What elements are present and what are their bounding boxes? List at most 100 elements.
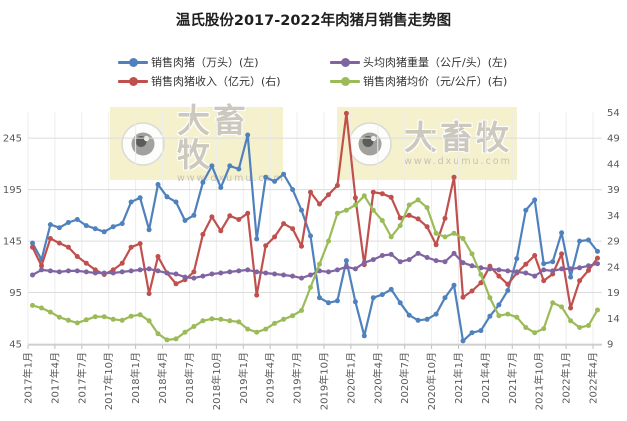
- series-point: [30, 240, 35, 246]
- legend-item-avg-price: 销售肉猪均价（元/公斤）(右): [330, 74, 507, 88]
- series-point: [290, 273, 296, 279]
- series-point: [424, 316, 430, 322]
- series-point: [101, 229, 107, 235]
- series-point: [200, 273, 206, 279]
- series-point: [272, 320, 278, 326]
- legend-item-sales-volume: 销售肉猪（万头）(左): [118, 55, 259, 69]
- series-point: [505, 268, 511, 274]
- series-point: [263, 174, 269, 180]
- series-point: [406, 202, 412, 208]
- series-point: [155, 254, 161, 259]
- series-point: [532, 273, 538, 279]
- series-point: [164, 194, 170, 200]
- series-point: [586, 267, 591, 273]
- series-point: [92, 226, 98, 232]
- series-point: [39, 267, 44, 273]
- series-point: [469, 330, 475, 336]
- series-point: [352, 202, 358, 208]
- series-point: [334, 267, 340, 273]
- series-point: [334, 298, 340, 304]
- x-axis-label: 2021年10月: [533, 352, 546, 410]
- series-point: [30, 302, 35, 308]
- series-point: [110, 316, 116, 322]
- series-point: [236, 268, 242, 274]
- series-point: [532, 253, 538, 258]
- series-point: [343, 207, 349, 213]
- series-point: [487, 313, 493, 319]
- series-point: [74, 320, 80, 326]
- series-point: [236, 217, 242, 222]
- series-point: [388, 251, 394, 257]
- series-point: [370, 207, 376, 213]
- watermark-brand-text: 大畜牧: [404, 117, 512, 157]
- series-line-3: [31, 194, 599, 341]
- right-axis-label: 29: [607, 237, 620, 248]
- right-axis-label: 34: [607, 211, 620, 222]
- series-point: [361, 260, 367, 266]
- series-point: [128, 268, 134, 274]
- series-point: [577, 278, 583, 284]
- series-point: [245, 326, 251, 332]
- series-point: [379, 292, 385, 298]
- series-point: [424, 224, 430, 230]
- series-point: [505, 311, 511, 317]
- series-point: [478, 328, 484, 334]
- series-point: [272, 178, 278, 184]
- series-point: [317, 201, 322, 207]
- series-point: [227, 213, 233, 219]
- series-point: [47, 236, 53, 241]
- series-point: [505, 288, 511, 293]
- series-point: [343, 110, 349, 116]
- series-point: [254, 329, 260, 335]
- series-point: [281, 171, 287, 177]
- series-point: [65, 244, 71, 250]
- series-point: [65, 317, 71, 323]
- x-axis-label: 2018年10月: [210, 352, 223, 410]
- series-point: [334, 183, 340, 188]
- series-point: [245, 267, 251, 273]
- series-point: [415, 250, 421, 256]
- watermark-brand-text: 大畜牧: [177, 100, 249, 174]
- series-point: [254, 269, 260, 275]
- series-point: [577, 265, 583, 271]
- series-point: [209, 271, 215, 277]
- series-point: [173, 281, 179, 287]
- series-point: [299, 243, 304, 249]
- series-point: [442, 295, 448, 301]
- series-point: [415, 197, 421, 203]
- series-point: [182, 274, 188, 280]
- watermark-right: 大畜牧 www.dxumu.com: [337, 107, 517, 180]
- series-point: [128, 313, 134, 319]
- x-axis-label: 2019年7月: [291, 352, 304, 404]
- x-axis-label: 2017年1月: [22, 352, 35, 404]
- chart-title: 温氏股份2017-2022年肉猪月销售走势图: [175, 13, 452, 29]
- series-point: [397, 215, 403, 221]
- series-point: [308, 233, 313, 239]
- series-point: [496, 273, 502, 279]
- series-point: [299, 207, 304, 213]
- series-point: [308, 272, 313, 278]
- series-point: [343, 258, 349, 264]
- series-point: [442, 259, 448, 265]
- series-point: [290, 226, 296, 232]
- series-point: [74, 268, 80, 274]
- series-point: [433, 311, 439, 317]
- series-point: [469, 263, 475, 269]
- series-point: [245, 210, 251, 216]
- series-point: [406, 257, 412, 263]
- series-point: [308, 284, 313, 290]
- series-point: [352, 266, 358, 272]
- right-axis-label: 44: [607, 159, 620, 170]
- series-point: [406, 312, 412, 318]
- series-point: [119, 317, 125, 323]
- legend-marker-sales-volume: [118, 57, 148, 67]
- series-point: [460, 236, 466, 241]
- legend-marker-avg-price: [330, 76, 360, 86]
- right-axis-label: 24: [607, 262, 620, 273]
- watermark-url-text: www.dxumu.com: [177, 172, 285, 184]
- series-point: [397, 259, 403, 265]
- series-point: [577, 238, 583, 244]
- series-point: [595, 307, 600, 313]
- series-point: [379, 191, 385, 197]
